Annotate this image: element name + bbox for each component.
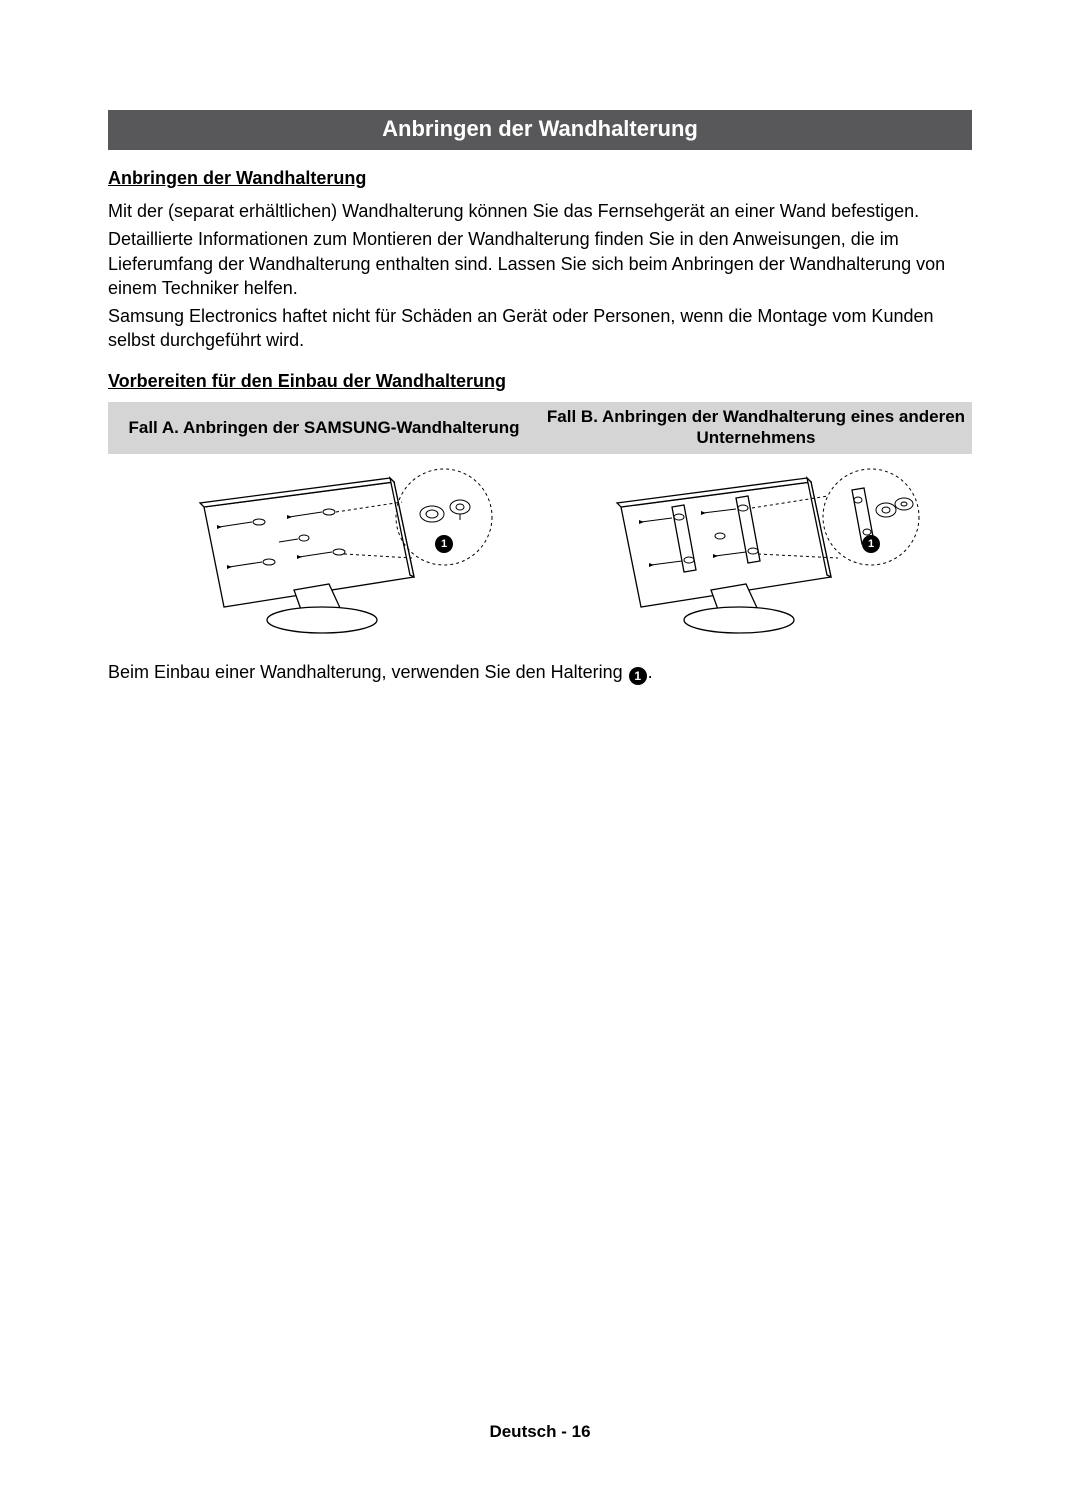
subheading-prepare: Vorbereiten für den Einbau der Wandhalte… [108, 371, 972, 392]
footnote-post: . [648, 662, 653, 682]
footnote-circle-icon: 1 [629, 667, 647, 685]
case-b-column: Fall B. Anbringen der Wandhalterung eine… [540, 402, 972, 644]
paragraph-intro: Mit der (separat erhältlichen) Wandhalte… [108, 199, 972, 223]
case-b-diagram: 1 [540, 454, 972, 644]
case-table: Fall A. Anbringen der SAMSUNG-Wandhalter… [108, 402, 972, 644]
callout-num-a: 1 [441, 538, 447, 550]
section-title-bar: Anbringen der Wandhalterung [108, 110, 972, 150]
callout-num-b: 1 [868, 538, 874, 550]
footnote-pre: Beim Einbau einer Wandhalterung, verwend… [108, 662, 628, 682]
paragraph-liability: Samsung Electronics haftet nicht für Sch… [108, 304, 972, 353]
tv-mount-diagram-a: 1 [144, 462, 504, 642]
case-a-column: Fall A. Anbringen der SAMSUNG-Wandhalter… [108, 402, 540, 644]
subheading-mount: Anbringen der Wandhalterung [108, 168, 972, 189]
case-a-diagram: 1 [108, 454, 540, 644]
page-footer: Deutsch - 16 [0, 1422, 1080, 1442]
case-a-head: Fall A. Anbringen der SAMSUNG-Wandhalter… [108, 402, 540, 454]
manual-page: Anbringen der Wandhalterung Anbringen de… [0, 0, 1080, 1494]
paragraph-details: Detaillierte Informationen zum Montieren… [108, 227, 972, 300]
tv-mount-diagram-b: 1 [576, 462, 936, 642]
footnote-ring: Beim Einbau einer Wandhalterung, verwend… [108, 662, 972, 685]
case-b-head: Fall B. Anbringen der Wandhalterung eine… [540, 402, 972, 454]
